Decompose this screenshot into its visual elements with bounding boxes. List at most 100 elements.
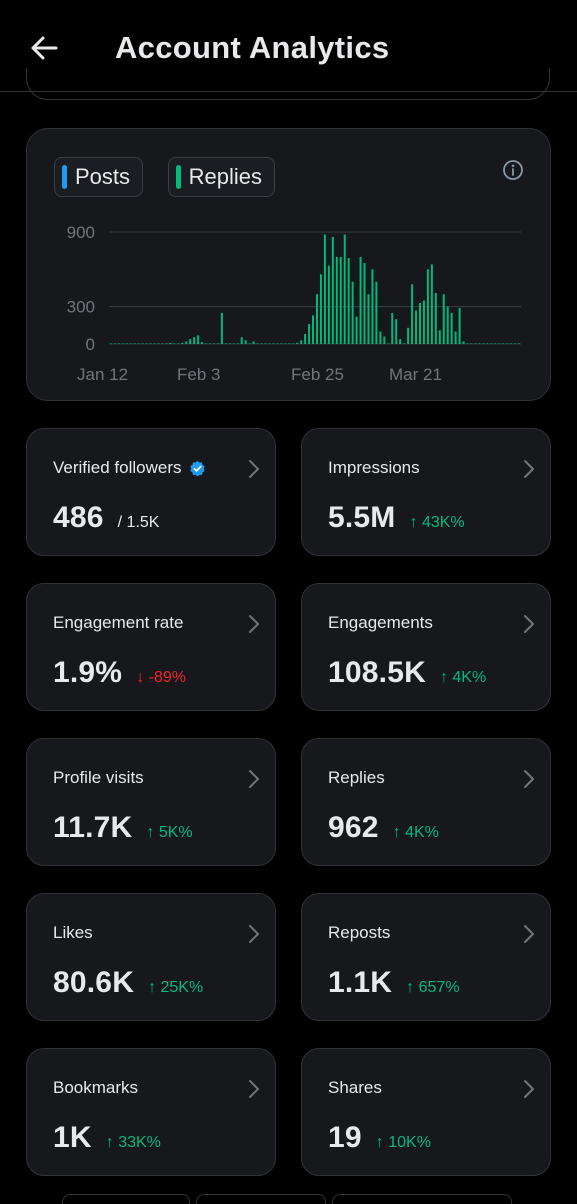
- metric-card-impressions[interactable]: Impressions 5.5M ↑ 43K%: [301, 428, 551, 556]
- chevron-right-icon: [249, 460, 259, 478]
- metric-value-row: 108.5K ↑ 4K%: [328, 656, 486, 690]
- metric-value: 1.1K: [328, 966, 393, 999]
- posts-swatch: [62, 165, 67, 189]
- metric-label-text: Shares: [328, 1078, 382, 1097]
- chart-bar: [315, 294, 318, 344]
- replies-swatch: [176, 165, 181, 189]
- chart-bar: [478, 343, 481, 344]
- chart-bar: [347, 258, 350, 344]
- metric-label: Engagements: [328, 613, 433, 633]
- chevron-right-icon: [524, 615, 534, 633]
- metric-value-row: 486 / 1.5K: [53, 501, 159, 535]
- legend-posts-label: Posts: [74, 164, 130, 189]
- metric-label: Likes: [53, 923, 93, 943]
- metric-card-reposts[interactable]: Reposts 1.1K ↑ 657%: [301, 893, 551, 1021]
- metric-value-row: 1.9% ↓ -89%: [53, 656, 186, 690]
- chart-bar: [272, 343, 275, 344]
- chart-bar: [450, 312, 453, 344]
- metric-value: 108.5K: [328, 656, 426, 689]
- chart-bar: [339, 256, 342, 344]
- metric-change: ↑ 25K%: [148, 979, 204, 996]
- metric-label: Bookmarks: [53, 1078, 138, 1098]
- metric-change: ↓ -89%: [136, 669, 186, 686]
- chart-bar: [157, 343, 160, 344]
- chart-bar: [117, 343, 120, 344]
- chart-bar: [268, 343, 271, 344]
- metric-card-likes[interactable]: Likes 80.6K ↑ 25K%: [26, 893, 276, 1021]
- info-icon[interactable]: [502, 159, 524, 181]
- y-tick-label: 0: [86, 335, 95, 354]
- metric-label-text: Replies: [328, 768, 385, 787]
- chart-bar: [407, 327, 410, 344]
- metric-card-verified-followers[interactable]: Verified followers 486 / 1.5K: [26, 428, 276, 556]
- bottom-tab-edge: [62, 1194, 190, 1204]
- metric-value: 19: [328, 1121, 362, 1154]
- x-tick-label: Feb 3: [177, 365, 220, 384]
- chevron-right-icon: [249, 1080, 259, 1098]
- chart-bar: [201, 342, 204, 344]
- metric-label: Shares: [328, 1078, 382, 1098]
- metric-label: Impressions: [328, 458, 420, 478]
- back-button[interactable]: [22, 26, 66, 70]
- chevron-right-icon: [524, 925, 534, 943]
- chart-bar: [387, 343, 390, 344]
- previous-card-edge: [26, 68, 550, 100]
- chart-bar: [173, 343, 176, 344]
- chart-bar: [296, 342, 299, 344]
- chart-bars: [109, 234, 521, 344]
- legend-replies-toggle[interactable]: Replies: [168, 157, 275, 197]
- chart-bar: [363, 263, 366, 344]
- metric-card-profile-visits[interactable]: Profile visits 11.7K ↑ 5K%: [26, 738, 276, 866]
- chart-bar: [438, 330, 441, 344]
- chart-bar: [205, 343, 208, 344]
- metric-card-replies[interactable]: Replies 962 ↑ 4K%: [301, 738, 551, 866]
- chart-bar: [209, 343, 212, 344]
- metric-total: / 1.5K: [117, 514, 160, 531]
- metric-label-text: Profile visits: [53, 768, 144, 787]
- chart-bar: [292, 343, 295, 344]
- metric-card-bookmarks[interactable]: Bookmarks 1K ↑ 33K%: [26, 1048, 276, 1176]
- chart-bar: [165, 343, 168, 344]
- x-tick-label: Feb 25: [291, 365, 344, 384]
- metric-label: Engagement rate: [53, 613, 183, 633]
- chart-bar: [181, 342, 184, 344]
- metric-card-shares[interactable]: Shares 19 ↑ 10K%: [301, 1048, 551, 1176]
- chart-bar: [141, 343, 144, 344]
- chart-bar: [137, 343, 140, 344]
- chart-bar: [482, 343, 485, 344]
- chart-bar: [169, 343, 172, 344]
- legend-posts-toggle[interactable]: Posts: [54, 157, 143, 197]
- y-tick-label: 900: [67, 223, 95, 242]
- metric-change: ↑ 5K%: [146, 824, 193, 841]
- chart-bar: [462, 341, 465, 344]
- metric-card-engagement-rate[interactable]: Engagement rate 1.9% ↓ -89%: [26, 583, 276, 711]
- chart-bar: [422, 300, 425, 344]
- chart-bar: [490, 343, 493, 344]
- chart-bar: [319, 274, 322, 344]
- chart-bar: [240, 337, 243, 344]
- top-app-bar: Account Analytics: [0, 0, 577, 92]
- metric-change: ↑ 10K%: [375, 1134, 431, 1151]
- chart-bar: [220, 312, 223, 344]
- metric-value: 962: [328, 811, 379, 844]
- metric-label-text: Reposts: [328, 923, 391, 942]
- page-title: Account Analytics: [115, 30, 390, 65]
- chart-bar: [383, 336, 386, 344]
- chart-bar: [454, 331, 457, 344]
- chart-bar: [474, 343, 477, 344]
- metric-value-row: 1K ↑ 33K%: [53, 1121, 161, 1155]
- metric-change: ↑ 4K%: [439, 669, 487, 686]
- chart-bar: [109, 343, 112, 344]
- x-axis-ticks: Jan 12 Feb 3 Feb 25 Mar 21: [77, 365, 442, 384]
- bottom-tab-edge: [196, 1194, 326, 1204]
- metric-card-engagements[interactable]: Engagements 108.5K ↑ 4K%: [301, 583, 551, 711]
- chart-bar: [446, 306, 449, 344]
- metric-value-row: 11.7K ↑ 5K%: [53, 811, 193, 845]
- chart-bar: [411, 284, 414, 344]
- metric-label-text: Engagement rate: [53, 613, 184, 632]
- chart-bar: [284, 343, 287, 344]
- chart-bar: [399, 339, 402, 344]
- chart-bar: [228, 343, 231, 344]
- chart-bar: [153, 343, 156, 344]
- verified-badge-icon: [189, 460, 205, 476]
